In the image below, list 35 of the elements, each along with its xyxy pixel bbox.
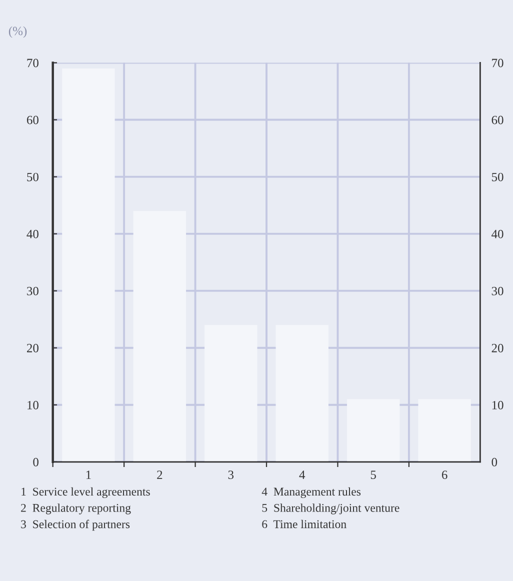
x-tick-label: 3 bbox=[228, 470, 234, 480]
y-tick-label: 40 bbox=[26, 230, 38, 238]
x-tick-label: 2 bbox=[157, 470, 162, 479]
x-tick-label: 4 bbox=[299, 470, 306, 479]
x-tick-label: 6 bbox=[442, 470, 448, 480]
x-tick-label: 1 bbox=[86, 470, 91, 479]
y-tick-label: 20 bbox=[27, 344, 38, 352]
y2-tick-label: 50 bbox=[492, 172, 504, 182]
y2-tick-label: 70 bbox=[492, 58, 504, 68]
y2-tick-label: 0 bbox=[492, 458, 498, 466]
text: 6 Time limitation bbox=[262, 520, 346, 528]
bar bbox=[62, 68, 115, 462]
bar bbox=[418, 399, 471, 462]
y2-tick-label: 10 bbox=[492, 400, 504, 410]
y-tick-label: 10 bbox=[28, 400, 38, 410]
bar bbox=[276, 325, 328, 462]
bar bbox=[346, 399, 400, 462]
y-tick-label: 60 bbox=[26, 116, 38, 124]
y-axis-title: (%) bbox=[8, 26, 27, 38]
bar bbox=[204, 325, 258, 462]
y-tick-label: 0 bbox=[33, 458, 38, 466]
y2-tick-label: 60 bbox=[492, 116, 504, 124]
y2-tick-label: 20 bbox=[492, 344, 504, 352]
y2-tick-label: 40 bbox=[492, 230, 504, 238]
text: 5 Shareholding/joint venture bbox=[262, 504, 400, 514]
text: 4 Management rules bbox=[262, 487, 361, 498]
y2-tick-label: 30 bbox=[492, 286, 504, 296]
text: 2 Regulatory reporting bbox=[21, 504, 131, 514]
y-tick-label: 70 bbox=[27, 58, 38, 68]
x-tick-label: 5 bbox=[370, 470, 376, 480]
text: 1 Service level agreements bbox=[22, 487, 150, 498]
y-tick-label: 30 bbox=[27, 286, 38, 296]
bar bbox=[133, 211, 186, 462]
text: 3 Selection of partners bbox=[21, 520, 130, 531]
y-tick-label: 50 bbox=[27, 172, 38, 182]
